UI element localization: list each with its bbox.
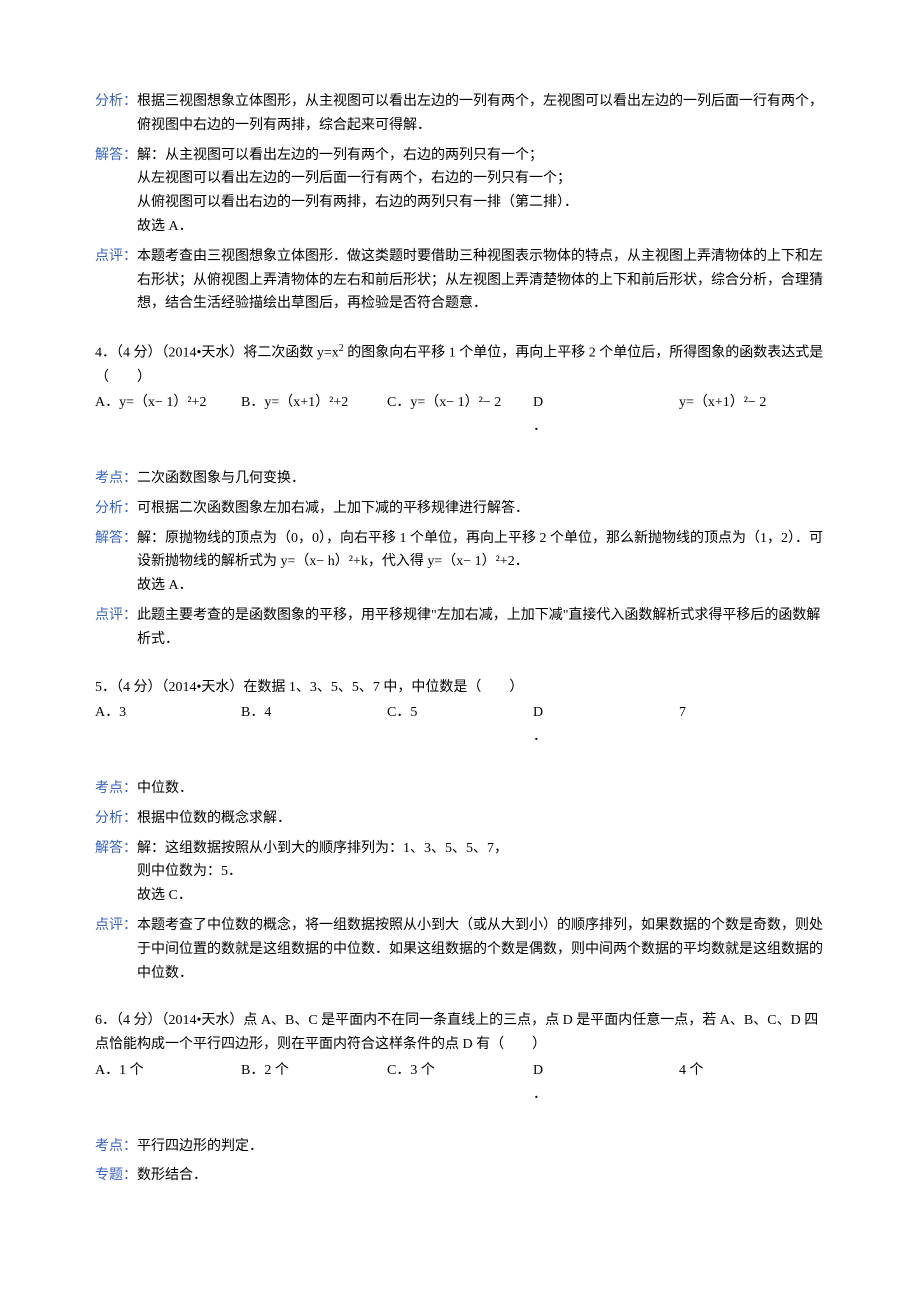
q5-option-a: A．3 (95, 701, 241, 749)
q4-option-d-text: y=（x+1）²− 2 (679, 391, 825, 439)
q4-dianping: 点评： 此题主要考查的是函数图象的平移，用平移规律"左加右减，上加下减"直接代入… (95, 604, 825, 652)
q5-option-d-text: 7 (679, 701, 825, 749)
question-6: 6．（4 分）（2014•天水）点 A、B、C 是平面内不在同一条直线上的三点，… (95, 1009, 825, 1188)
q6-option-d: D ． (533, 1059, 679, 1107)
q5-option-c: C．5 (387, 701, 533, 749)
q6-options: A．1 个 B．2 个 C．3 个 D ． 4 个 (95, 1059, 825, 1107)
q6-zhuanti: 专题： 数形结合． (95, 1164, 825, 1188)
label-fenxi: 分析： (95, 807, 137, 831)
q6-option-b: B．2 个 (241, 1059, 387, 1107)
q4-option-a: A．y=（x− 1）²+2 (95, 391, 241, 439)
q4-stem: 4．（4 分）（2014•天水）将二次函数 y=x2 的图象向右平移 1 个单位… (95, 340, 825, 389)
q5-kaodian: 考点： 中位数． (95, 777, 825, 801)
q5-dianping: 点评： 本题考查了中位数的概念，将一组数据按照从小到大（或从大到小）的顺序排列，… (95, 914, 825, 985)
q4-option-c: C．y=（x− 1）²− 2 (387, 391, 533, 439)
label-fenxi: 分析： (95, 90, 137, 114)
label-kaodian: 考点： (95, 467, 137, 491)
q6-option-a: A．1 个 (95, 1059, 241, 1107)
q4-kaodian: 考点： 二次函数图象与几何变换． (95, 467, 825, 491)
q6-stem: 6．（4 分）（2014•天水）点 A、B、C 是平面内不在同一条直线上的三点，… (95, 1009, 825, 1057)
label-jieda: 解答： (95, 527, 137, 551)
q5-stem: 5．（4 分）（2014•天水）在数据 1、3、5、5、7 中，中位数是（ ） (95, 676, 825, 700)
q5-jieda: 解答： 解：这组数据按照从小到大的顺序排列为：1、3、5、5、7， 则中位数为：… (95, 837, 825, 908)
q5-option-b: B．4 (241, 701, 387, 749)
q5-options: A．3 B．4 C．5 D ． 7 (95, 701, 825, 749)
q3-dianping-text: 本题考查由三视图想象立体图形．做这类题时要借助三种视图表示物体的特点，从主视图上… (137, 245, 825, 316)
q4-fenxi: 分析： 可根据二次函数图象左加右减，上加下减的平移规律进行解答． (95, 497, 825, 521)
label-fenxi: 分析： (95, 497, 137, 521)
label-dianping: 点评： (95, 604, 137, 628)
q3-fenxi-text: 根据三视图想象立体图形，从主视图可以看出左边的一列有两个，左视图可以看出左边的一… (137, 90, 825, 138)
question-4: 4．（4 分）（2014•天水）将二次函数 y=x2 的图象向右平移 1 个单位… (95, 340, 825, 651)
label-dianping: 点评： (95, 245, 137, 269)
q6-option-c: C．3 个 (387, 1059, 533, 1107)
q6-option-d-text: 4 个 (679, 1059, 825, 1107)
label-kaodian: 考点： (95, 777, 137, 801)
label-dianping: 点评： (95, 914, 137, 938)
q3-fenxi: 分析： 根据三视图想象立体图形，从主视图可以看出左边的一列有两个，左视图可以看出… (95, 90, 825, 138)
q4-jieda: 解答： 解：原抛物线的顶点为（0，0），向右平移 1 个单位，再向上平移 2 个… (95, 527, 825, 598)
q4-options: A．y=（x− 1）²+2 B．y=（x+1）²+2 C．y=（x− 1）²− … (95, 391, 825, 439)
q4-option-d: D ． (533, 391, 679, 439)
label-zhuanti: 专题： (95, 1164, 137, 1188)
label-jieda: 解答： (95, 837, 137, 861)
q5-fenxi: 分析： 根据中位数的概念求解． (95, 807, 825, 831)
label-jieda: 解答： (95, 144, 137, 168)
q4-option-b: B．y=（x+1）²+2 (241, 391, 387, 439)
q5-option-d: D ． (533, 701, 679, 749)
question-5: 5．（4 分）（2014•天水）在数据 1、3、5、5、7 中，中位数是（ ） … (95, 676, 825, 986)
q6-kaodian: 考点： 平行四边形的判定． (95, 1135, 825, 1159)
q3-jieda: 解答： 解：从主视图可以看出左边的一列有两个，右边的两列只有一个； 从左视图可以… (95, 144, 825, 239)
q3-jieda-text: 解：从主视图可以看出左边的一列有两个，右边的两列只有一个； 从左视图可以看出左边… (137, 144, 825, 239)
q3-dianping: 点评： 本题考查由三视图想象立体图形．做这类题时要借助三种视图表示物体的特点，从… (95, 245, 825, 316)
label-kaodian: 考点： (95, 1135, 137, 1159)
question-3-explain: 分析： 根据三视图想象立体图形，从主视图可以看出左边的一列有两个，左视图可以看出… (95, 90, 825, 316)
